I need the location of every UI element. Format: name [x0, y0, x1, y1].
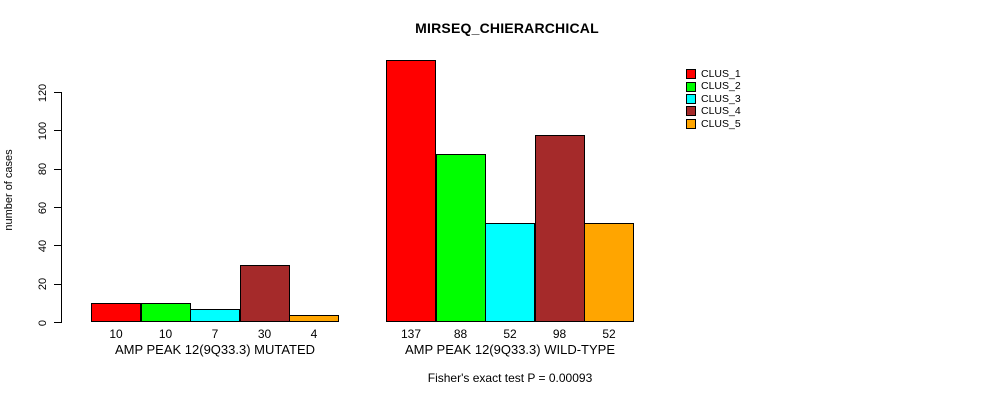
bar-value-label: 52: [503, 327, 517, 341]
y-tick-label: 20: [37, 278, 49, 291]
y-tick: [54, 92, 61, 94]
bar-clus-2-group1: [140, 303, 191, 323]
bar-clus-4-group1: [239, 265, 290, 323]
y-tick: [54, 245, 61, 247]
bar-clus-3-group1: [190, 309, 240, 323]
legend-label: CLUS_5: [701, 117, 741, 130]
legend-swatch: [686, 81, 696, 92]
bar-clus-1-group1: [91, 303, 141, 323]
legend-label: CLUS_3: [701, 92, 741, 105]
x-group-label: AMP PEAK 12(9Q33.3) WILD-TYPE: [405, 342, 615, 357]
bar-value-label: 52: [602, 327, 616, 341]
y-tick-label: 120: [37, 83, 49, 102]
bar-value-label: 10: [109, 327, 123, 341]
bar-value-label: 88: [453, 327, 468, 341]
y-tick: [54, 207, 61, 208]
y-tick-label: 0: [37, 319, 49, 326]
legend-item: CLUS_2: [686, 80, 741, 92]
y-axis-label: number of cases: [3, 149, 15, 231]
bar-clus-3-group2: [485, 222, 535, 323]
bar-clus-5-group1: [289, 314, 339, 323]
bar-clus-5-group2: [584, 222, 634, 323]
bar-value-label: 7: [211, 327, 219, 341]
legend-label: CLUS_2: [701, 80, 741, 93]
y-tick: [54, 168, 61, 170]
legend-item: CLUS_1: [686, 68, 741, 80]
legend-swatch: [686, 106, 696, 117]
bar-clus-1-group2: [386, 59, 436, 323]
bar-clus-2-group2: [435, 153, 486, 323]
chart-title: MIRSEQ_CHIERARCHICAL: [415, 20, 599, 36]
bar-value-label: 30: [257, 327, 272, 341]
x-group-label: AMP PEAK 12(9Q33.3) MUTATED: [114, 342, 316, 357]
y-tick-label: 60: [37, 201, 49, 214]
y-tick-label: 100: [37, 121, 49, 141]
y-axis-line: [61, 92, 62, 323]
legend-swatch: [686, 118, 696, 129]
bar-value-label: 98: [552, 327, 567, 341]
y-tick: [54, 130, 61, 132]
legend-label: CLUS_1: [701, 67, 741, 80]
bar-value-label: 4: [310, 327, 318, 341]
y-tick: [54, 322, 61, 323]
bar-value-label: 10: [158, 327, 173, 341]
legend-item: CLUS_4: [686, 105, 741, 117]
bar-clus-4-group2: [534, 134, 585, 323]
legend: CLUS_1 CLUS_2 CLUS_3 CLUS_4 CLUS_5: [686, 68, 741, 130]
legend-item: CLUS_5: [686, 118, 741, 130]
y-tick-label: 80: [37, 163, 49, 176]
y-tick-label: 40: [37, 239, 49, 252]
y-tick: [54, 283, 61, 285]
legend-label: CLUS_4: [701, 105, 741, 118]
legend-item: CLUS_3: [686, 93, 741, 105]
legend-swatch: [686, 93, 696, 104]
legend-swatch: [686, 69, 696, 80]
bar-value-label: 137: [400, 327, 422, 341]
fisher-test-annotation: Fisher's exact test P = 0.00093: [427, 371, 593, 385]
